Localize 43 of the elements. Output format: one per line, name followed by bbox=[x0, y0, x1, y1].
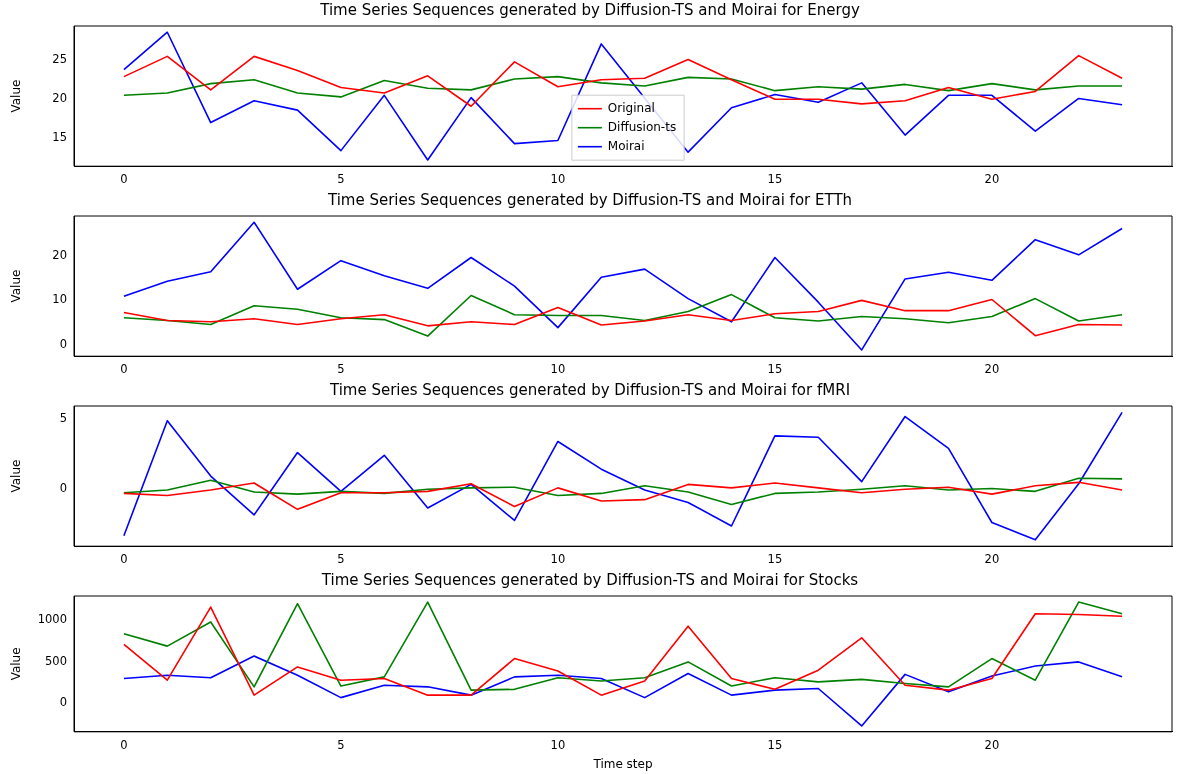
y-tick-label: 25 bbox=[52, 52, 67, 67]
y-tick-label: 10 bbox=[52, 292, 67, 307]
y-axis-title: Value bbox=[9, 79, 24, 113]
y-tick-label: 500 bbox=[45, 653, 67, 668]
y-axis-title: Value bbox=[9, 647, 24, 681]
x-tick-label: 20 bbox=[984, 172, 1000, 187]
x-tick-label: 10 bbox=[550, 552, 566, 567]
y-axis-title: Value bbox=[9, 459, 24, 493]
x-tick-label: 15 bbox=[767, 737, 783, 752]
x-tick-label: 20 bbox=[984, 362, 1000, 377]
x-tick-label: 5 bbox=[337, 552, 345, 567]
x-tick-label: 0 bbox=[120, 172, 128, 187]
x-tick-label: 0 bbox=[120, 737, 128, 752]
x-tick-label: 15 bbox=[767, 552, 783, 567]
chart-title: Time Series Sequences generated by Diffusion-TS and Moirai for Stocks bbox=[320, 570, 859, 589]
chart-title: Time Series Sequences generated by Diffusion-TS and Moirai for ETTh bbox=[326, 190, 853, 209]
x-tick-label: 10 bbox=[550, 362, 566, 377]
x-tick-label: 20 bbox=[984, 737, 1000, 752]
x-tick-label: 10 bbox=[550, 172, 566, 187]
legend-label: Moirai bbox=[607, 138, 645, 153]
x-tick-label: 20 bbox=[984, 552, 1000, 567]
x-tick-label: 5 bbox=[337, 172, 345, 187]
chart-title: Time Series Sequences generated by Diffusion-TS and Moirai for fMRI bbox=[328, 380, 851, 399]
y-tick-label: 1000 bbox=[37, 612, 67, 627]
y-axis-title: Value bbox=[9, 269, 24, 303]
y-tick-label: 0 bbox=[59, 695, 67, 710]
x-tick-label: 15 bbox=[767, 172, 783, 187]
x-axis-title: Time step bbox=[592, 756, 653, 771]
legend-label: Diffusion-ts bbox=[607, 119, 677, 134]
legend-label: Original bbox=[607, 100, 655, 115]
y-tick-label: 0 bbox=[59, 480, 67, 495]
x-tick-label: 0 bbox=[120, 362, 128, 377]
x-tick-label: 15 bbox=[767, 362, 783, 377]
x-tick-label: 5 bbox=[337, 737, 345, 752]
y-tick-label: 20 bbox=[52, 91, 67, 106]
y-tick-label: 5 bbox=[59, 411, 67, 426]
y-tick-label: 15 bbox=[52, 130, 67, 145]
x-tick-label: 5 bbox=[337, 362, 345, 377]
y-tick-label: 0 bbox=[59, 337, 67, 352]
chart-title: Time Series Sequences generated by Diffusion-TS and Moirai for Energy bbox=[319, 0, 860, 19]
x-tick-label: 10 bbox=[550, 737, 566, 752]
x-tick-label: 0 bbox=[120, 552, 128, 567]
y-tick-label: 20 bbox=[52, 247, 67, 262]
